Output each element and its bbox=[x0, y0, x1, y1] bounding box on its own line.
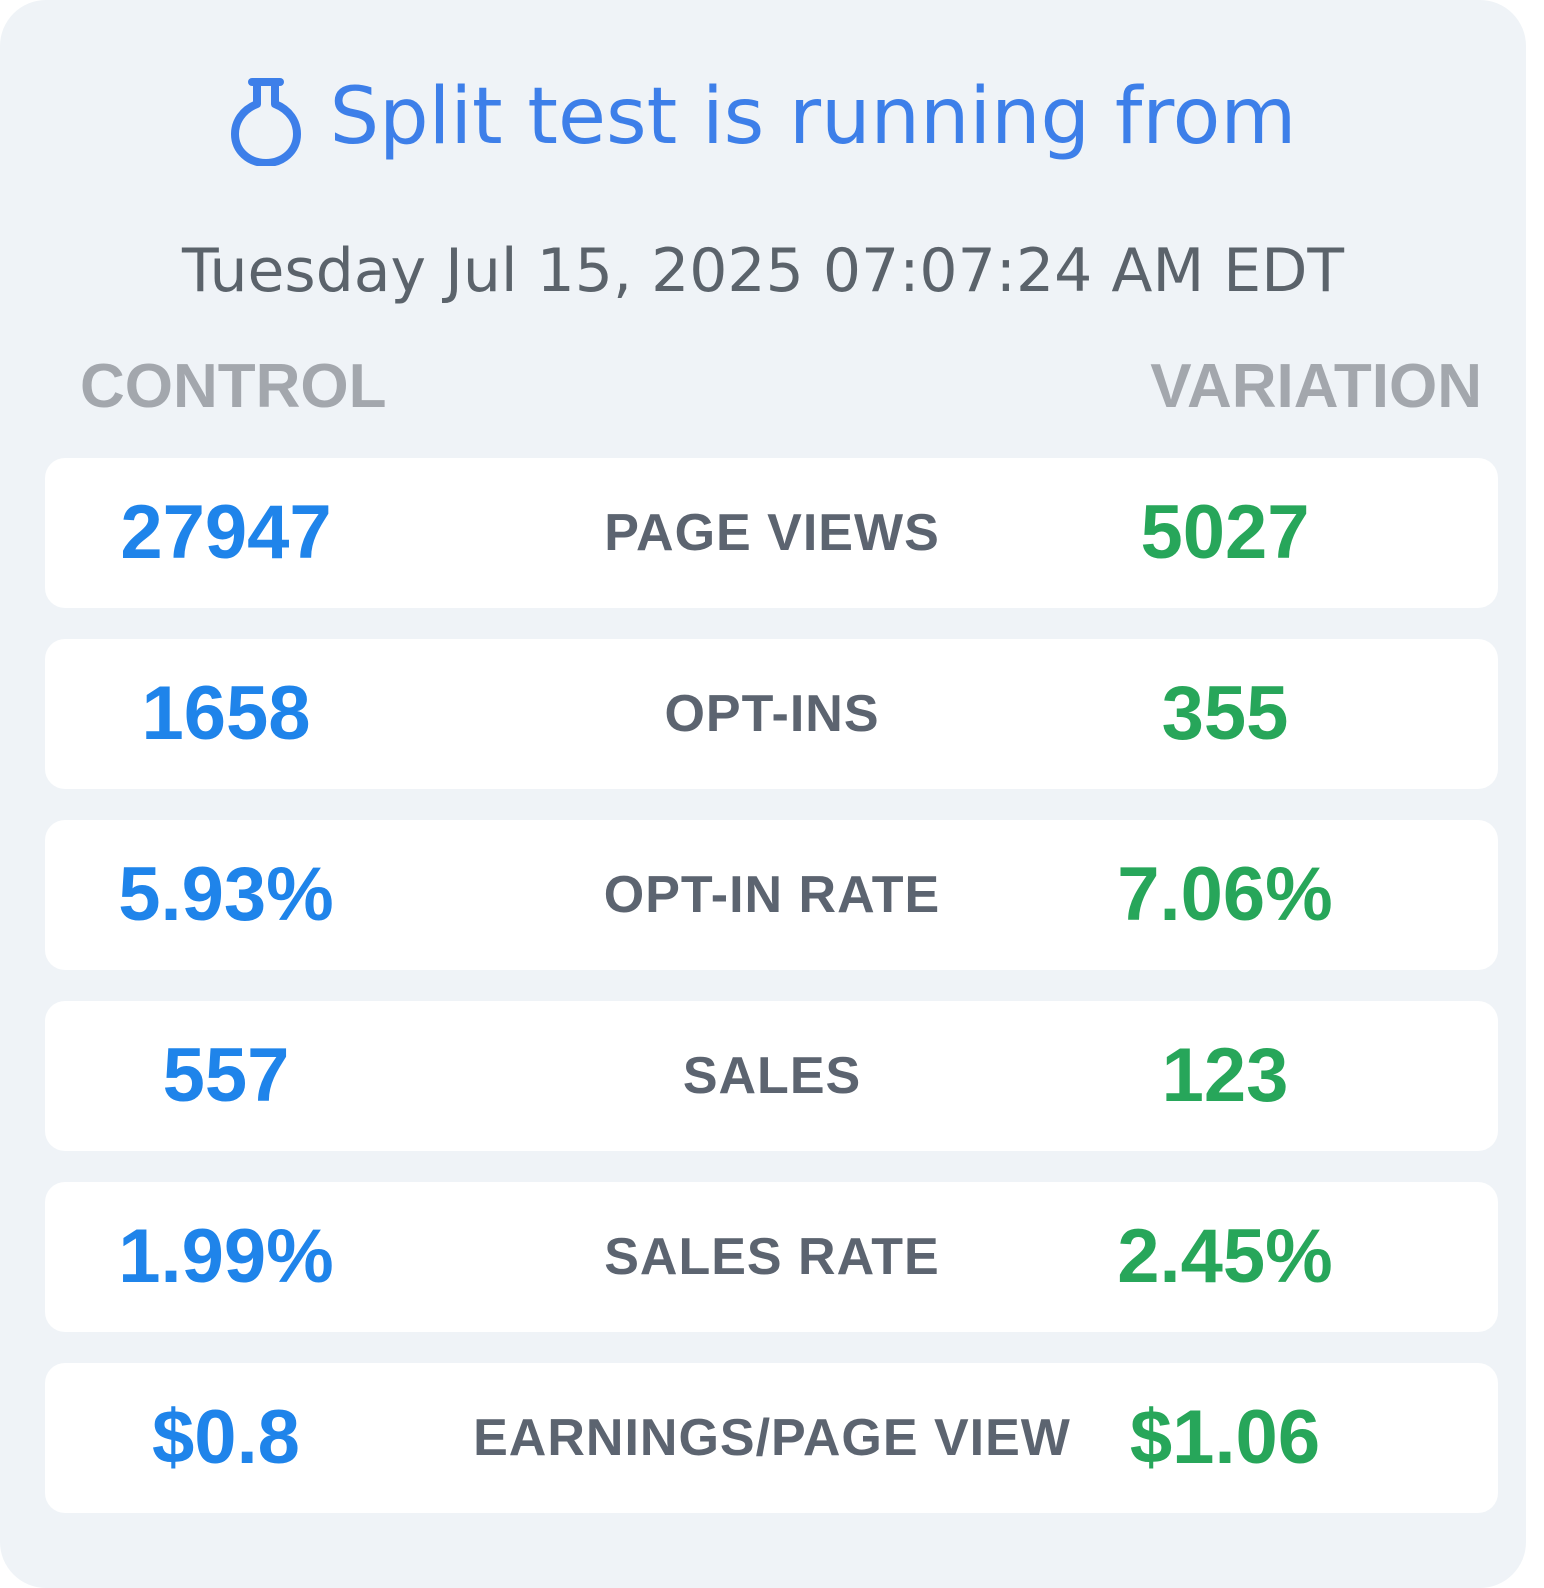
metric-row-opt-in-rate: 5.93% OPT-IN RATE 7.06% bbox=[45, 820, 1498, 970]
control-column-label: CONTROL bbox=[80, 352, 387, 421]
metric-label: PAGE VIEWS bbox=[604, 504, 940, 562]
metric-label: OPT-INS bbox=[664, 685, 880, 743]
variation-value: 123 bbox=[1161, 1033, 1289, 1118]
control-value: 1.99% bbox=[118, 1214, 334, 1299]
metric-row-earnings-per-page-view: $0.8 EARNINGS/PAGE VIEW $1.06 bbox=[45, 1363, 1498, 1513]
variation-value: 355 bbox=[1161, 671, 1289, 756]
variation-value: 7.06% bbox=[1117, 852, 1333, 937]
metrics-list: 27947 PAGE VIEWS 5027 1658 OPT-INS 355 5… bbox=[45, 458, 1498, 1544]
metric-label: OPT-IN RATE bbox=[603, 866, 941, 924]
variation-value: $1.06 bbox=[1129, 1395, 1321, 1480]
variation-column-label: VARIATION bbox=[1150, 352, 1482, 421]
metric-label: EARNINGS/PAGE VIEW bbox=[473, 1409, 1071, 1467]
control-value: 557 bbox=[162, 1033, 290, 1118]
metric-label: SALES RATE bbox=[604, 1228, 940, 1286]
split-test-header: Split test is running from bbox=[0, 62, 1526, 172]
control-value: 27947 bbox=[120, 490, 332, 575]
metric-row-opt-ins: 1658 OPT-INS 355 bbox=[45, 639, 1498, 789]
variation-value: 2.45% bbox=[1117, 1214, 1333, 1299]
metric-row-page-views: 27947 PAGE VIEWS 5027 bbox=[45, 458, 1498, 608]
metric-label: SALES bbox=[682, 1047, 862, 1105]
flask-icon bbox=[230, 74, 302, 167]
metric-row-sales-rate: 1.99% SALES RATE 2.45% bbox=[45, 1182, 1498, 1332]
control-value: 1658 bbox=[141, 671, 311, 756]
start-timestamp: Tuesday Jul 15, 2025 07:07:24 AM EDT bbox=[181, 236, 1345, 306]
header-title: Split test is running from bbox=[329, 72, 1297, 162]
variation-value: 5027 bbox=[1140, 490, 1310, 575]
metric-row-sales: 557 SALES 123 bbox=[45, 1001, 1498, 1151]
control-value: 5.93% bbox=[118, 852, 334, 937]
control-value: $0.8 bbox=[152, 1395, 300, 1480]
